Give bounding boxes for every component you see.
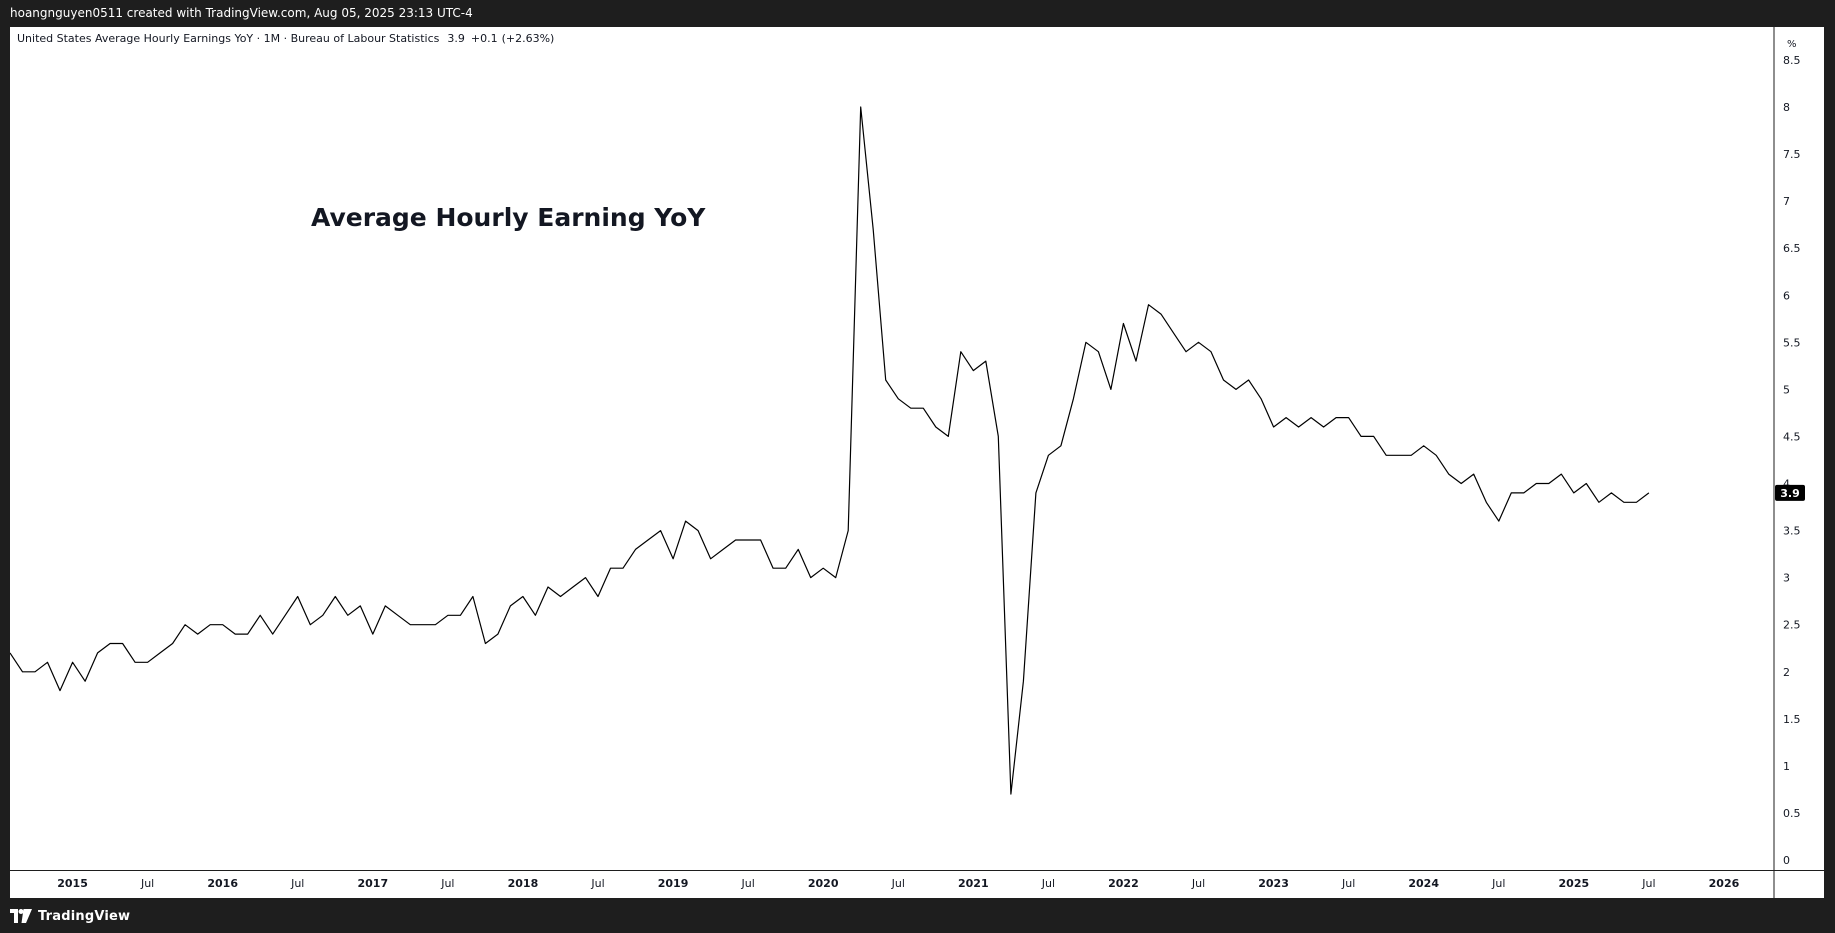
y-tick-label: 5.5 [1783, 336, 1801, 349]
y-tick-label: 8 [1783, 101, 1790, 114]
x-tick-label: Jul [740, 877, 754, 890]
y-tick-label: 1.5 [1783, 713, 1801, 726]
y-tick-label: 2 [1783, 666, 1790, 679]
x-tick-label: Jul [1641, 877, 1655, 890]
x-tick-label: 2023 [1258, 877, 1289, 890]
y-tick-label: 4 [1783, 478, 1790, 491]
series-label: United States Average Hourly Earnings Yo… [17, 32, 440, 45]
x-tick-label: 2026 [1709, 877, 1740, 890]
y-tick-label: 2.5 [1783, 619, 1801, 632]
chart-svg[interactable]: United States Average Hourly Earnings Yo… [9, 27, 1824, 898]
x-tick-label: 2015 [57, 877, 88, 890]
y-tick-label: 3.5 [1783, 525, 1801, 538]
last-price-tag: 3.9 [1775, 484, 1805, 501]
x-tick-label: 2022 [1108, 877, 1139, 890]
change-percent: (+2.63%) [502, 32, 555, 45]
brand-label: TradingView [38, 908, 131, 924]
change-value: +0.1 [471, 32, 498, 45]
x-tick-label: Jul [290, 877, 304, 890]
y-tick-label: 7 [1783, 195, 1790, 208]
y-tick-label: 5 [1783, 383, 1790, 396]
x-tick-label: 2017 [357, 877, 388, 890]
x-tick-label: 2019 [658, 877, 689, 890]
x-tick-label: Jul [1191, 877, 1205, 890]
y-tick-label: 3 [1783, 572, 1790, 585]
y-tick-label: 4.5 [1783, 430, 1801, 443]
x-tick-label: Jul [140, 877, 154, 890]
legend[interactable]: United States Average Hourly Earnings Yo… [17, 32, 554, 45]
x-axis-ticks[interactable]: 2015 Jul 2016 Jul 2017 Jul 2018 Jul 2019 Jul 2020 J… [57, 877, 1739, 890]
x-tick-label: 2020 [808, 877, 839, 890]
x-tick-label: Jul [1491, 877, 1505, 890]
y-unit-label: % [1787, 39, 1797, 50]
last-value: 3.9 [447, 32, 465, 45]
brand[interactable]: TradingView [10, 907, 130, 925]
price-tag-value: 3.9 [1780, 487, 1800, 500]
price-tag-background [1775, 484, 1805, 501]
top-bar: hoangnguyen0511 created with TradingView… [0, 0, 1835, 27]
y-tick-label: 1 [1783, 760, 1790, 773]
x-tick-label: Jul [440, 877, 454, 890]
series-line [9, 106, 1650, 795]
y-tick-label: 0.5 [1783, 807, 1801, 820]
tradingview-logo-icon [10, 909, 32, 923]
y-tick-label: 8.5 [1783, 54, 1801, 67]
y-tick-label: 0 [1783, 854, 1790, 867]
credit-text: hoangnguyen0511 created with TradingView… [10, 6, 473, 20]
y-tick-label: 6.5 [1783, 242, 1801, 255]
x-tick-label: Jul [1341, 877, 1355, 890]
x-tick-label: 2021 [958, 877, 989, 890]
y-axis-ticks[interactable]: 0 0.5 1 1.5 2 2.5 3 3.5 4 4.5 5 5.5 6 6.5 7 7.5 8 8.5 [1783, 54, 1801, 867]
y-tick-label: 6 [1783, 289, 1790, 302]
chart-frame: United States Average Hourly Earnings Yo… [9, 27, 1824, 898]
x-tick-label: 2016 [207, 877, 238, 890]
bottom-bar: TradingView [0, 898, 1835, 933]
x-tick-label: 2024 [1408, 877, 1439, 890]
x-tick-label: Jul [1041, 877, 1055, 890]
plot-background [10, 27, 1824, 898]
x-tick-label: 2018 [508, 877, 539, 890]
chart-annotation: Average Hourly Earning YoY [311, 203, 706, 232]
x-tick-label: 2025 [1559, 877, 1590, 890]
x-tick-label: Jul [891, 877, 905, 890]
x-tick-label: Jul [590, 877, 604, 890]
y-tick-label: 7.5 [1783, 148, 1801, 161]
